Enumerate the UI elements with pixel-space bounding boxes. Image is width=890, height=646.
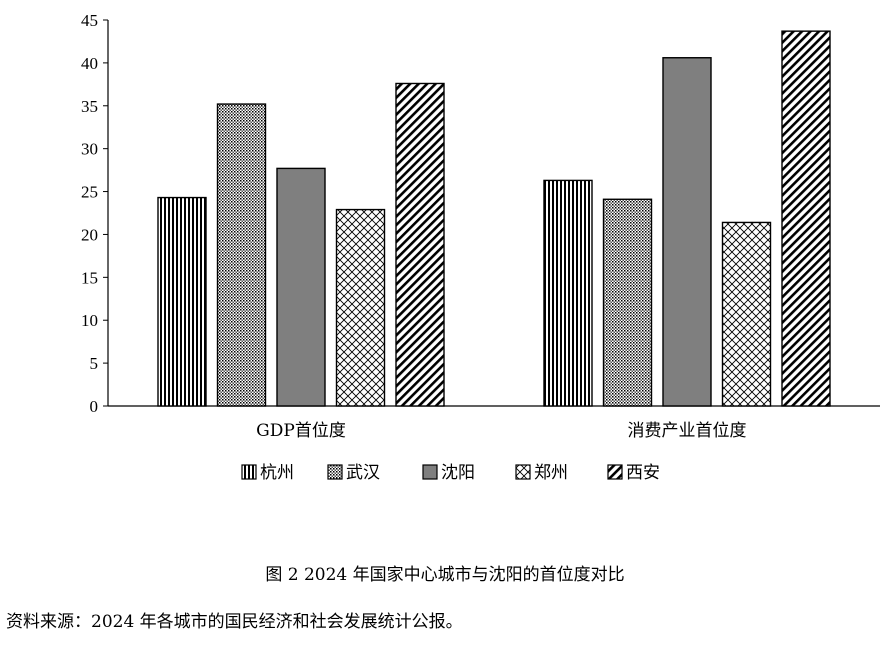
legend-swatch <box>515 464 531 480</box>
x-category-label: 消费产业首位度 <box>628 421 747 441</box>
y-tick-label: 15 <box>81 268 98 287</box>
bar-1-0 <box>543 179 593 407</box>
source-note: 资料来源：2024 年各城市的国民经济和社会发展统计公报。 <box>6 612 463 632</box>
bar-1-2 <box>662 57 712 407</box>
bar-0-2 <box>276 167 326 407</box>
y-tick-label: 20 <box>81 225 98 244</box>
bar-0-4 <box>395 82 445 407</box>
y-tick-label: 35 <box>81 97 98 116</box>
y-tick-label: 30 <box>81 140 98 159</box>
bar-1-1 <box>602 198 653 407</box>
y-tick-label: 25 <box>81 183 98 202</box>
legend-label: 杭州 <box>260 463 294 483</box>
legend-swatch <box>422 464 438 480</box>
legend-item: 郑州 <box>515 463 568 483</box>
legend-item: 杭州 <box>241 463 294 483</box>
bar-1-3 <box>721 221 772 407</box>
bar-chart: 0 5 10 15 20 25 30 35 40 45 GDP首位度 消费产业首位度 杭州 武汉 沈阳 郑… <box>81 11 880 483</box>
legend-label: 武汉 <box>346 463 380 483</box>
y-tick-label: 5 <box>90 354 99 373</box>
legend-item: 武汉 <box>327 463 380 483</box>
y-tick-label: 45 <box>81 11 98 30</box>
legend-swatch <box>241 464 257 480</box>
bar-1-4 <box>781 30 831 407</box>
bar-0-0 <box>157 196 207 407</box>
figure-caption: 图 2 2024 年国家中心城市与沈阳的首位度对比 <box>265 565 625 585</box>
legend-item: 沈阳 <box>422 463 475 483</box>
bar-0-3 <box>335 208 386 407</box>
legend-item: 西安 <box>607 463 660 483</box>
x-category-label: GDP首位度 <box>256 421 346 441</box>
legend-swatch <box>327 464 343 480</box>
legend-label: 西安 <box>626 463 660 483</box>
bars <box>157 30 831 407</box>
y-tick-label: 40 <box>81 54 98 73</box>
legend-label: 沈阳 <box>441 463 475 483</box>
legend: 杭州 武汉 沈阳 郑州 西安 <box>241 463 660 483</box>
legend-label: 郑州 <box>534 463 568 483</box>
y-tick-label: 10 <box>81 311 98 330</box>
legend-swatch <box>607 464 623 480</box>
labels: GDP首位度 消费产业首位度 <box>256 421 746 441</box>
bar-0-1 <box>216 103 267 407</box>
y-tick-label: 0 <box>90 397 99 416</box>
